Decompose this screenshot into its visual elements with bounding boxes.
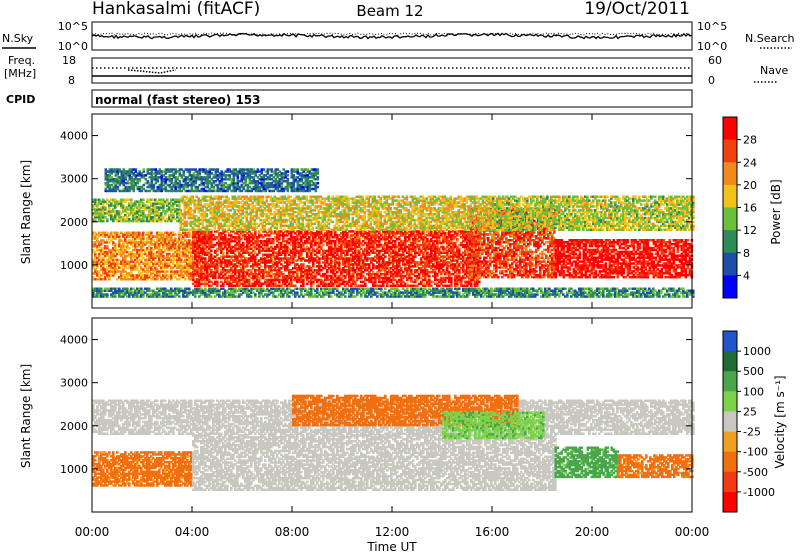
heatmap-cell (106, 245, 109, 248)
cpid-row: CPID normal (fast stereo) 153 (6, 90, 692, 107)
heatmap-cell (128, 247, 131, 250)
heatmap-cell (150, 232, 153, 235)
heatmap-cell (184, 278, 187, 281)
heatmap-cell (204, 257, 207, 260)
nave-tick-top: 60 (708, 54, 722, 67)
station-title: Hankasalmi (fitACF) (92, 0, 260, 19)
heatmap-cell (242, 242, 245, 245)
frequency-panel: Freq. [MHz] 18 8 60 0 Nave (4, 54, 788, 87)
nave-tick-bottom: 0 (708, 74, 715, 87)
cpid-value: normal (fast stereo) 153 (95, 93, 261, 107)
cpid-label: CPID (6, 93, 35, 106)
noise-left-tick-top: 10^5 (58, 20, 88, 33)
beam-title: Beam 12 (356, 2, 423, 20)
noise-right-tick-bottom: 10^0 (697, 40, 727, 53)
heatmap-cell (114, 243, 117, 246)
heatmap-cell (216, 281, 219, 284)
heatmap-cell (188, 232, 191, 235)
freq-tick-top: 18 (62, 54, 76, 67)
heatmap-cell (302, 263, 305, 266)
freq-label-top: Freq. (8, 54, 35, 67)
date-title: 19/Oct/2011 (584, 0, 690, 19)
freq-label-bottom: [MHz] (4, 67, 36, 80)
radar-summary-plot: Hankasalmi (fitACF) Beam 12 19/Oct/2011 … (0, 0, 800, 554)
heatmap-cell (260, 265, 263, 268)
freq-tick-bottom: 8 (68, 74, 75, 87)
heatmap-cell (222, 252, 225, 255)
noise-left-tick-bottom: 10^0 (58, 40, 88, 53)
heatmap-cell (174, 233, 177, 236)
noise-right-tick-top: 10^5 (697, 20, 727, 33)
heatmap-cell (216, 254, 219, 257)
noise-search-label: N.Search (745, 32, 795, 45)
heatmap-cell (210, 250, 213, 253)
heatmap-cell (224, 234, 227, 237)
noise-panel: N.Sky 10^5 10^0 10^5 10^0 N.Search (2, 20, 795, 53)
noise-sky-label: N.Sky (2, 32, 34, 45)
heatmap-cell (166, 270, 169, 273)
nave-dip (128, 70, 176, 73)
heatmap-cell (294, 285, 297, 288)
nave-label: Nave (760, 64, 788, 77)
